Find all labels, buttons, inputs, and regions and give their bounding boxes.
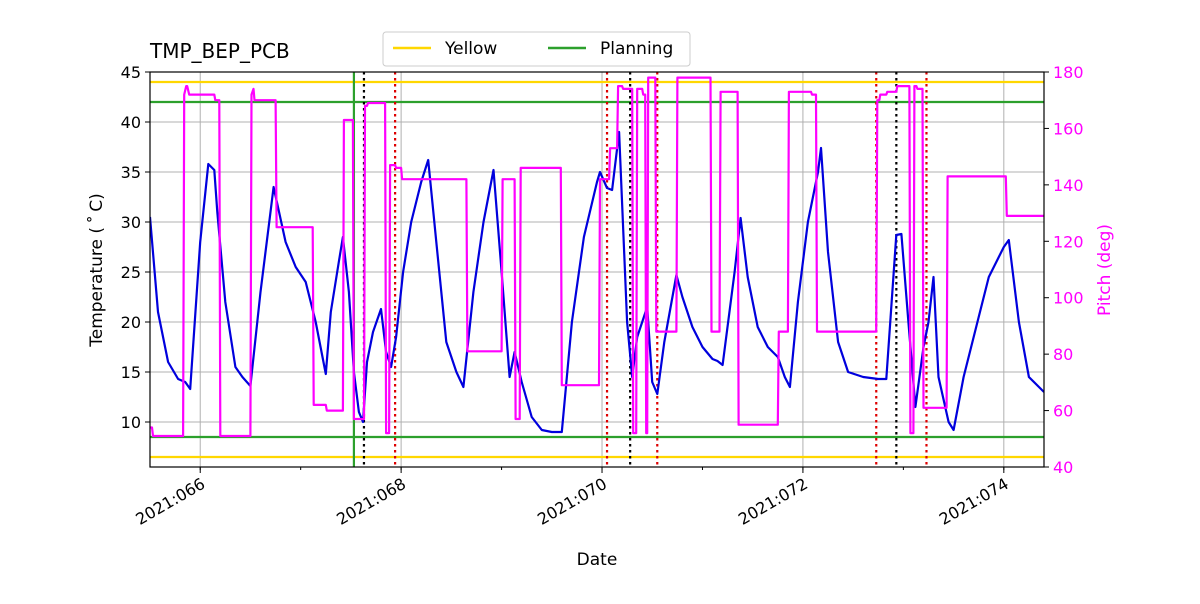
y-right-tick-label: 100 [1053, 289, 1084, 308]
y-tick-label: 45 [121, 63, 141, 82]
y-tick-label: 35 [121, 163, 141, 182]
y-tick-label: 10 [121, 413, 141, 432]
y-tick-label: 30 [121, 213, 141, 232]
legend-label-planning: Planning [600, 39, 673, 59]
plot-frame [149, 71, 1045, 468]
limit-lines [150, 80, 1044, 459]
x-tick-label: 2021:074 [936, 474, 1012, 529]
legend: Yellow Planning [382, 31, 691, 67]
y-tick-label: 40 [121, 113, 141, 132]
y-right-tick-label: 160 [1053, 119, 1084, 138]
chart-title: TMP_BEP_PCB [149, 39, 290, 63]
series-line-pitch [150, 76, 1044, 438]
y-tick-label: 20 [121, 313, 141, 332]
y-tick-label: 25 [121, 263, 141, 282]
y-right-tick-label: 120 [1053, 232, 1084, 251]
y-axis-right: 40 60 80 100 120 140 160 180 [1044, 63, 1084, 477]
x-axis-title: Date [577, 550, 618, 570]
x-tick-label: 2021:072 [735, 474, 811, 529]
x-tick-label: 2021:068 [333, 474, 409, 529]
y-right-tick-label: 40 [1053, 458, 1073, 477]
y-tick-label: 15 [121, 363, 141, 382]
y-axis-title: Temperature ( ˚ C) [86, 193, 107, 348]
series [150, 76, 1044, 438]
legend-label-yellow: Yellow [444, 39, 497, 59]
y-right-tick-label: 140 [1053, 176, 1084, 195]
y-right-tick-label: 60 [1053, 402, 1073, 421]
x-tick-label: 2021:066 [132, 474, 208, 529]
y-axis-right-title: Pitch (deg) [1095, 224, 1115, 316]
grid [150, 71, 1044, 467]
legend-box [382, 31, 691, 67]
x-tick-label: 2021:070 [534, 474, 610, 529]
y-right-tick-label: 80 [1053, 345, 1073, 364]
y-right-tick-label: 180 [1053, 63, 1084, 82]
y-axis-left: 10 15 20 25 30 35 40 45 [121, 63, 150, 432]
series-line-temperature [150, 130, 1044, 434]
x-axis: 2021:066 2021:068 2021:070 2021:072 2021:074 [132, 467, 1012, 529]
